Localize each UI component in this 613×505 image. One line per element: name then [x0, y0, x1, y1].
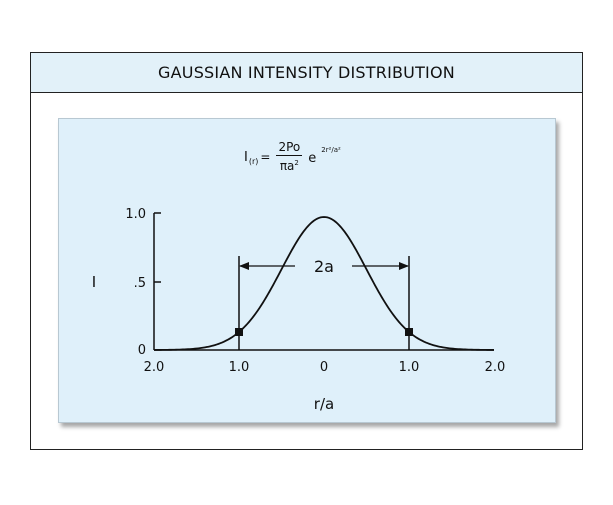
gaussian-plot: 1.0 .5 0 I 2.0 1.0 0 1.0 2.0 r/a 2a [92, 207, 506, 413]
right-marker [405, 328, 413, 336]
diagram-panel: I (r) = 2Po πa2 e 2r²/a² 1.0 [58, 118, 556, 423]
x-tick-label-center: 0 [320, 360, 328, 375]
intensity-formula: I (r) = 2Po πa2 e 2r²/a² [244, 139, 341, 175]
y-tick-label-mid: .5 [134, 276, 146, 291]
figure-frame: GAUSSIAN INTENSITY DISTRIBUTION I (r) = … [30, 52, 583, 450]
formula-denominator-base: πa [279, 159, 295, 173]
formula-lhs-symbol: I [244, 149, 248, 165]
x-axis-label: r/a [314, 395, 334, 413]
gaussian-curve [153, 216, 495, 351]
left-marker [235, 328, 243, 336]
y-tick-label-zero: 0 [138, 343, 146, 358]
figure-title: GAUSSIAN INTENSITY DISTRIBUTION [158, 63, 455, 82]
formula-lhs-subscript: (r) [248, 156, 259, 166]
formula-exp-base: e [308, 150, 317, 166]
width-label: 2a [314, 257, 334, 276]
y-tick-label-top: 1.0 [125, 207, 146, 222]
x-tick-label-right-inner: 1.0 [399, 360, 420, 375]
formula-denominator: πa2 [280, 156, 299, 173]
formula-denominator-exponent: 2 [294, 159, 299, 167]
formula-numerator: 2Po [276, 140, 303, 156]
formula-exponent: 2r²/a² [321, 146, 341, 154]
formula-fraction: 2Po πa2 [276, 140, 303, 173]
formula-equals: = [260, 150, 271, 164]
x-tick-label-right-outer: 2.0 [485, 360, 506, 375]
x-tick-label-left-inner: 1.0 [229, 360, 250, 375]
y-axis-label: I [92, 273, 96, 291]
x-tick-label-left-outer: 2.0 [144, 360, 165, 375]
figure-title-bar: GAUSSIAN INTENSITY DISTRIBUTION [31, 53, 582, 93]
